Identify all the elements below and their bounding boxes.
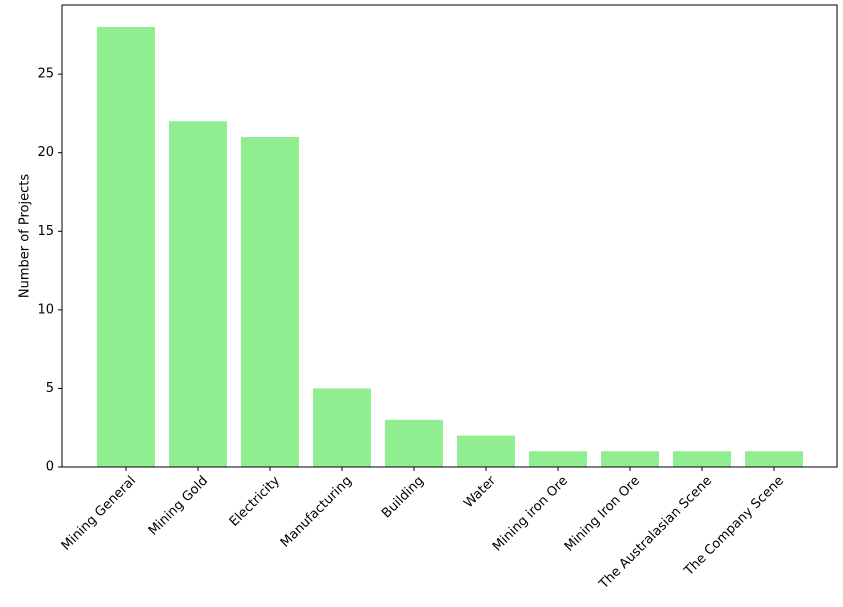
bar bbox=[313, 388, 371, 467]
bar bbox=[457, 435, 515, 467]
y-tick-label: 15 bbox=[37, 224, 54, 239]
bar bbox=[601, 451, 659, 467]
y-tick-label: 25 bbox=[37, 67, 54, 82]
bar bbox=[97, 27, 155, 467]
y-tick-label: 20 bbox=[37, 145, 54, 160]
y-axis-label: Number of Projects bbox=[18, 174, 33, 298]
y-tick-label: 0 bbox=[46, 460, 54, 475]
bar bbox=[169, 121, 227, 468]
x-tick-label: Water bbox=[461, 473, 499, 511]
x-tick-label: Electricity bbox=[227, 473, 283, 529]
bar bbox=[385, 419, 443, 467]
y-tick-label: 10 bbox=[37, 302, 54, 317]
bar bbox=[673, 451, 731, 467]
bar bbox=[745, 451, 803, 467]
x-tick-label: Mining iron Ore bbox=[490, 473, 571, 554]
x-tick-label: Manufacturing bbox=[278, 473, 355, 550]
y-tick-label: 5 bbox=[46, 381, 54, 396]
x-tick-label: Building bbox=[379, 473, 427, 521]
x-tick-label: Mining Iron Ore bbox=[562, 473, 643, 554]
bar bbox=[529, 451, 587, 467]
x-tick-label: Mining General bbox=[59, 473, 139, 553]
plot-frame bbox=[61, 4, 838, 468]
bar bbox=[241, 137, 299, 467]
x-tick-label: Mining Gold bbox=[146, 473, 211, 538]
